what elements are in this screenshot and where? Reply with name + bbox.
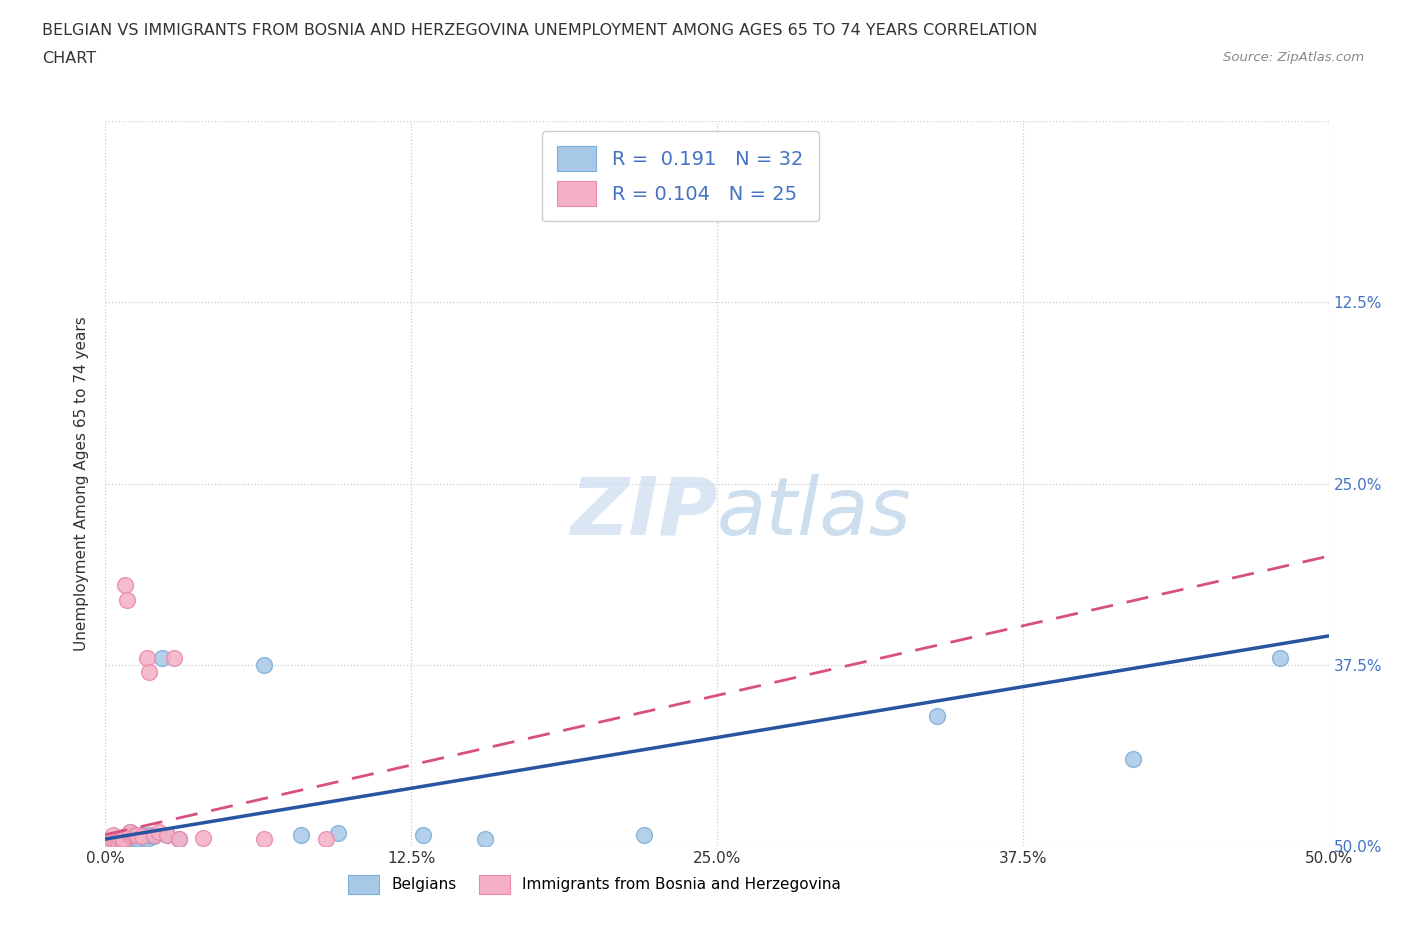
Point xyxy=(136,650,159,665)
Point xyxy=(315,831,337,846)
Point xyxy=(118,828,141,843)
Point xyxy=(124,828,146,843)
Point xyxy=(127,828,149,843)
Point xyxy=(114,831,136,846)
Point xyxy=(143,829,166,844)
Point xyxy=(107,834,129,849)
Point xyxy=(138,665,160,680)
Text: Source: ZipAtlas.com: Source: ZipAtlas.com xyxy=(1223,51,1364,64)
Point xyxy=(101,834,124,849)
Text: CHART: CHART xyxy=(42,51,96,66)
Point xyxy=(156,828,179,843)
Point xyxy=(138,828,160,843)
Point xyxy=(148,824,170,839)
Point xyxy=(121,831,143,846)
Point xyxy=(107,830,129,845)
Point xyxy=(111,834,134,849)
Point xyxy=(111,834,134,849)
Point xyxy=(167,831,190,846)
Point xyxy=(117,592,139,607)
Point xyxy=(118,824,141,839)
Point xyxy=(474,831,496,846)
Point xyxy=(127,831,149,846)
Text: BELGIAN VS IMMIGRANTS FROM BOSNIA AND HERZEGOVINA UNEMPLOYMENT AMONG AGES 65 TO : BELGIAN VS IMMIGRANTS FROM BOSNIA AND HE… xyxy=(42,23,1038,38)
Y-axis label: Unemployment Among Ages 65 to 74 years: Unemployment Among Ages 65 to 74 years xyxy=(75,316,90,651)
Point xyxy=(1268,650,1291,665)
Point xyxy=(150,650,173,665)
Point xyxy=(104,834,127,849)
Point xyxy=(107,833,129,848)
Point xyxy=(253,831,276,846)
Point xyxy=(927,709,949,724)
Point xyxy=(131,828,153,843)
Point xyxy=(114,578,136,592)
Point xyxy=(108,833,131,848)
Text: atlas: atlas xyxy=(717,473,912,551)
Point xyxy=(111,831,134,846)
Point xyxy=(118,830,141,845)
Point xyxy=(163,650,186,665)
Point xyxy=(104,831,127,846)
Legend: Belgians, Immigrants from Bosnia and Herzegovina: Belgians, Immigrants from Bosnia and Her… xyxy=(342,869,848,900)
Point xyxy=(117,833,139,848)
Point xyxy=(134,830,156,845)
Point xyxy=(114,829,136,844)
Point xyxy=(1122,751,1144,766)
Point xyxy=(290,828,312,843)
Point xyxy=(124,829,146,844)
Point xyxy=(118,824,141,839)
Point xyxy=(101,828,124,843)
Point xyxy=(156,828,179,843)
Point xyxy=(633,828,655,843)
Point xyxy=(107,836,129,851)
Text: ZIP: ZIP xyxy=(569,473,717,551)
Point xyxy=(253,658,276,672)
Point xyxy=(167,831,190,846)
Point xyxy=(143,828,166,843)
Point xyxy=(136,831,159,846)
Point xyxy=(412,828,434,843)
Point xyxy=(131,829,153,844)
Point xyxy=(326,826,349,841)
Point xyxy=(108,831,131,846)
Point xyxy=(193,830,215,845)
Point xyxy=(98,834,121,849)
Point xyxy=(111,830,134,845)
